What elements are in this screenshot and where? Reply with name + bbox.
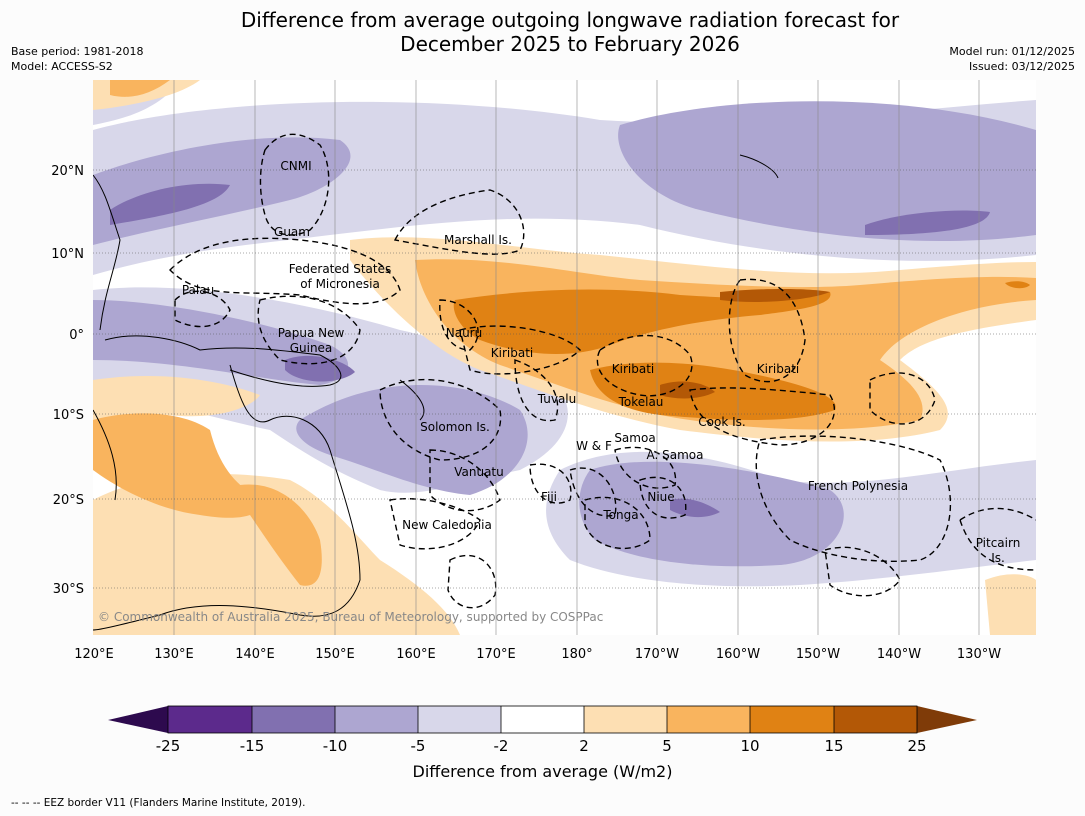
- colorbar-right-extension: [917, 706, 977, 733]
- issued-date: Issued: 03/12/2025: [968, 60, 1075, 73]
- colorbar-segment: [750, 706, 834, 733]
- lat-label: 30°S: [53, 582, 84, 597]
- colorbar-tick: -15: [240, 737, 265, 755]
- lat-label: 0°: [69, 328, 84, 343]
- label-new-caledonia: New Caledonia: [402, 518, 492, 532]
- colorbar-segment: [834, 706, 917, 733]
- eez-footnote: -- -- -- EEZ border V11 (Flanders Marine…: [11, 797, 306, 809]
- lon-label: 140°W: [877, 647, 921, 662]
- lat-label: 10°N: [51, 247, 84, 262]
- title-line-1: Difference from average outgoing longwav…: [240, 8, 900, 32]
- label-kiribati-central: Kiribati: [612, 362, 654, 376]
- lon-label: 150°E: [315, 647, 355, 662]
- lon-label: 130°E: [154, 647, 194, 662]
- label-pitcairn-2: Is.: [991, 551, 1005, 565]
- title-line-2: December 2025 to February 2026: [400, 32, 740, 56]
- label-kiribati-east: Kiribati: [757, 362, 799, 376]
- lon-label: 170°W: [635, 647, 679, 662]
- label-fiji: Fiji: [541, 490, 557, 504]
- lon-label: 130°W: [957, 647, 1001, 662]
- base-period: Base period: 1981-2018: [11, 45, 144, 58]
- label-cook-islands: Cook Is.: [698, 415, 745, 429]
- colorbar-tick: -25: [156, 737, 181, 755]
- label-tonga: Tonga: [602, 508, 638, 522]
- label-samoa: Samoa: [614, 431, 655, 445]
- colorbar-segment: [584, 706, 667, 733]
- label-tokelau: Tokelau: [618, 395, 664, 409]
- colorbar-segment: [252, 706, 335, 733]
- latitude-lines: [93, 169, 1036, 589]
- label-cnmi: CNMI: [280, 159, 311, 173]
- label-french-polynesia: French Polynesia: [808, 479, 908, 493]
- colorbar-left-extension: [108, 706, 168, 733]
- lon-label: 140°E: [235, 647, 275, 662]
- label-solomon-islands: Solomon Is.: [420, 420, 490, 434]
- lon-label: 160°E: [396, 647, 436, 662]
- label-american-samoa: A. Samoa: [647, 448, 704, 462]
- label-wallis-futuna: W & F: [576, 439, 612, 453]
- lon-label: 160°W: [716, 647, 760, 662]
- colorbar-dividers: [251, 706, 835, 733]
- copyright-notice: © Commonwealth of Australia 2025, Bureau…: [98, 610, 603, 624]
- colorbar-tick: 15: [824, 737, 843, 755]
- map-panel: CNMI Guam Marshall Is. Federated States …: [93, 80, 1036, 635]
- model-run: Model run: 01/12/2025: [949, 45, 1075, 58]
- model-name: Model: ACCESS-S2: [11, 60, 113, 73]
- colorbar-segment: [335, 706, 418, 733]
- meta-left: Base period: 1981-2018 Model: ACCESS-S2: [11, 44, 143, 74]
- colorbar-segment: [667, 706, 750, 733]
- lat-label: 20°N: [51, 164, 84, 179]
- label-nauru: Nauru: [446, 326, 482, 340]
- lon-label: 170°E: [476, 647, 516, 662]
- label-fsm-2: of Micronesia: [300, 277, 380, 291]
- colorbar-tick: -5: [411, 737, 426, 755]
- label-niue: Niue: [647, 490, 674, 504]
- colorbar-tick: -10: [323, 737, 348, 755]
- label-pitcairn-1: Pitcairn: [976, 536, 1021, 550]
- lat-label: 10°S: [53, 408, 84, 423]
- label-guam: Guam: [274, 225, 310, 239]
- meta-right: Model run: 01/12/2025 Issued: 03/12/2025: [949, 44, 1075, 74]
- colorbar-segment: [501, 706, 584, 733]
- lon-label: 150°W: [796, 647, 840, 662]
- anomaly-darkest-orange: [660, 289, 830, 399]
- label-marshall-islands: Marshall Is.: [444, 233, 512, 247]
- colorbar: -25 -15 -10 -5 -2 2 5 10 15 25: [108, 705, 977, 755]
- anomaly-dark-purple: [110, 183, 990, 518]
- colorbar-ticks: -25 -15 -10 -5 -2 2 5 10 15 25: [156, 737, 927, 755]
- map-title: Difference from average outgoing longwav…: [0, 8, 1085, 56]
- eez-borders: [169, 133, 1036, 609]
- colorbar-tick: -2: [494, 737, 509, 755]
- label-fsm-1: Federated States: [289, 262, 391, 276]
- lat-label: 20°S: [53, 493, 84, 508]
- label-kiribati-west: Kiribati: [491, 346, 533, 360]
- graticule: [173, 80, 980, 635]
- colorbar-tick: 10: [740, 737, 759, 755]
- colorbar-tick: 25: [907, 737, 926, 755]
- label-palau: Palau: [182, 283, 214, 297]
- place-labels: CNMI Guam Marshall Is. Federated States …: [182, 159, 1020, 565]
- label-png-2: Guinea: [290, 341, 333, 355]
- lon-label: 180°: [561, 647, 592, 662]
- latitude-axis: 20°N 10°N 0° 10°S 20°S 30°S: [51, 164, 84, 597]
- label-vanuatu: Vanuatu: [454, 465, 504, 479]
- label-png-1: Papua New: [278, 326, 345, 340]
- label-tuvalu: Tuvalu: [537, 392, 577, 406]
- coastlines: [93, 154, 779, 631]
- lon-label: 120°E: [74, 647, 114, 662]
- colorbar-label: Difference from average (W/m2): [412, 762, 673, 781]
- colorbar-tick: 5: [662, 737, 672, 755]
- colorbar-tick: 2: [579, 737, 589, 755]
- colorbar-segment: [168, 706, 252, 733]
- longitude-axis: 120°E 130°E 140°E 150°E 160°E 170°E 180°…: [74, 647, 1001, 662]
- colorbar-segment: [418, 706, 501, 733]
